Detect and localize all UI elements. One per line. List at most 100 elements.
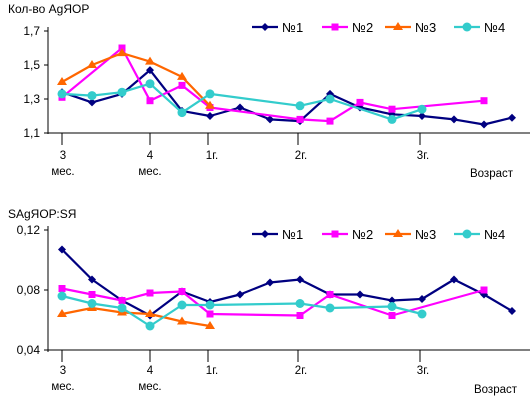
y-tick-label: 1,3 [23,92,40,106]
y-tick-label: 1,7 [23,24,40,38]
x-tick-label: 3г. [417,365,429,377]
series-3 [57,48,215,109]
data-point [326,291,334,298]
data-point [146,289,154,297]
data-point [57,77,67,85]
legend-item: №2 [322,20,373,35]
x-tick-label-sub: мес. [51,381,74,393]
legend-marker [261,230,269,238]
x-tick-label: 4 [147,365,154,377]
x-tick-label-sub: мес. [51,166,74,178]
data-point [145,56,155,65]
chart-agyor-count: Кол-во AgЯОР 1,7 1,5 1,3 1,1 3 мес. 4 ме… [8,2,530,180]
y-tick-label: 1,1 [23,126,40,140]
series-line [61,46,485,123]
data-point [205,100,215,109]
legend-marker [261,23,269,31]
data-point [145,79,155,89]
data-point [145,309,155,317]
legend-label: №2 [352,227,373,242]
data-point [146,66,154,75]
chart-title: SAgЯОР:SЯ [8,207,76,221]
data-point [58,285,66,292]
x-axis-label: Возраст [474,384,518,396]
data-point [417,309,427,319]
legend-marker [331,230,339,238]
data-point [206,310,214,318]
x-tick-label: 2г. [295,365,307,377]
data-point [177,316,187,325]
data-point [117,87,127,97]
data-point [236,290,244,299]
y-axis: 0,12 0,08 0,04 [17,223,49,357]
data-point [388,312,396,319]
data-point [450,115,458,124]
x-tick-label: 3 [60,150,66,162]
data-point [296,115,304,123]
data-point [296,275,304,284]
data-point [146,97,154,105]
legend-label: №2 [352,20,373,35]
legend: №1 №2 №3 №4 [252,227,505,242]
y-axis: 1,7 1,5 1,3 1,1 [23,24,49,140]
data-point [205,300,215,310]
legend-label: №1 [282,20,303,35]
data-point [325,94,335,104]
legend-item: №4 [454,227,505,242]
legend-item: №1 [252,20,303,35]
data-point [206,112,214,120]
data-point [266,115,274,124]
data-point [205,89,215,99]
data-point [178,81,186,89]
x-tick-label-sub: мес. [138,381,161,393]
data-point [508,307,516,315]
data-point [480,97,488,105]
legend: №1 №2 №3 №4 [252,20,505,35]
legend-label: №3 [415,227,436,242]
data-point [295,101,305,111]
data-point [88,98,96,107]
legend-item: №1 [252,227,303,242]
data-point [325,303,335,313]
data-point [177,71,187,80]
plot-area [57,44,516,129]
chart-sagyor-ratio: SAgЯОР:SЯ 0,12 0,08 0,04 3 мес. 4 мес. 1… [8,207,530,396]
x-tick-label: 1г. [206,365,218,377]
data-point [450,275,458,284]
data-point [177,108,187,118]
x-tick-label-sub: мес. [138,166,161,178]
data-point [57,89,67,99]
x-axis-label: Возраст [470,168,514,180]
legend-marker [393,229,403,237]
legend-marker [462,229,472,239]
series-4 [57,291,427,331]
data-point [87,91,97,101]
series-1 [58,66,516,129]
series-line [61,294,423,328]
y-tick-label: 1,5 [23,58,40,72]
data-point [118,44,126,52]
data-point [266,278,274,287]
x-tick-label: 3г. [417,150,429,162]
data-point [145,321,155,331]
series-4 [57,79,427,124]
series-line [61,287,485,317]
data-point [58,245,66,254]
data-point [88,275,96,284]
x-tick-label: 4 [147,150,154,162]
x-tick-label: 2г. [295,150,307,162]
data-point [118,297,126,304]
data-point [88,291,96,298]
series-line [61,51,211,107]
series-line [61,306,211,328]
x-tick-label: 1г. [206,150,218,162]
legend-item: №3 [385,20,436,35]
chart-title: Кол-во AgЯОР [8,2,89,16]
legend-label: №4 [484,20,505,35]
data-point [57,291,67,301]
legend-marker [393,22,403,30]
data-point [87,299,97,308]
data-point [356,290,364,299]
legend-item: №2 [322,227,373,242]
